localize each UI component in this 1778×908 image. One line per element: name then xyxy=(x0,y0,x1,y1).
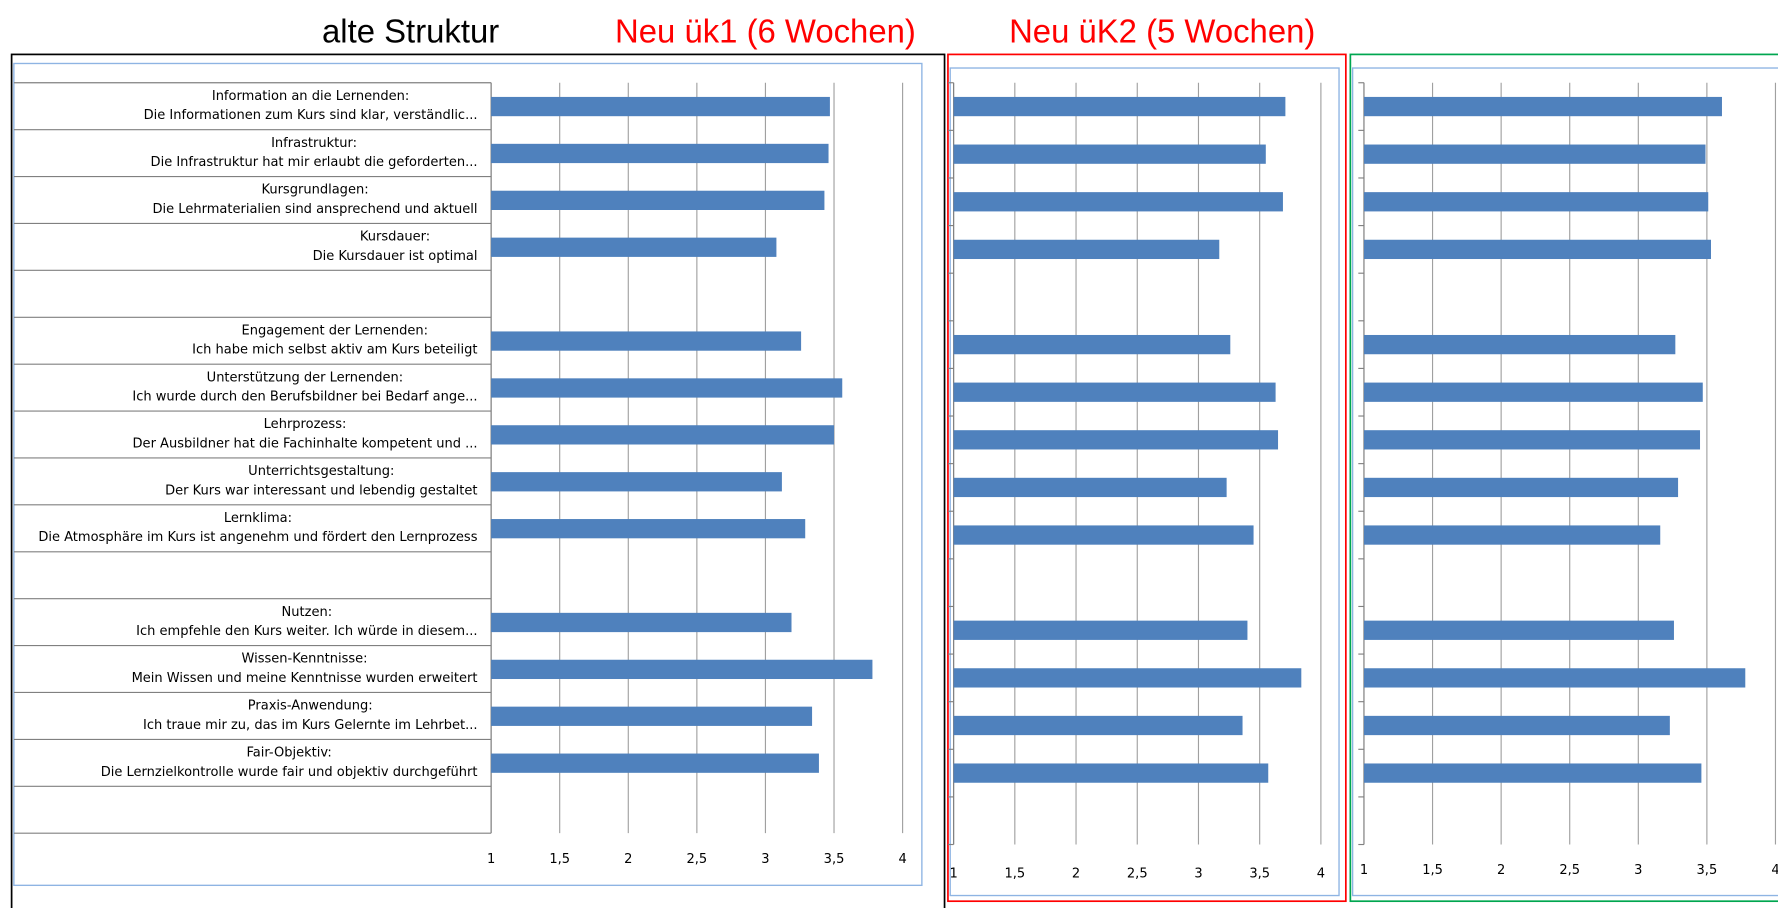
category-label: Ich traue mir zu, das im Kurs Gelernte i… xyxy=(143,718,478,733)
x-tick-label: 1 xyxy=(949,866,957,881)
category-label: Ich empfehle den Kurs weiter. Ich würde … xyxy=(136,624,477,639)
bar xyxy=(491,706,813,726)
category-title: Fair-Objektiv: xyxy=(247,745,332,760)
bar xyxy=(953,192,1283,212)
bar xyxy=(953,620,1248,640)
bar xyxy=(491,472,782,492)
category-label: Mein Wissen und meine Kenntnisse wurden … xyxy=(132,671,478,686)
category-label: Ich wurde durch den Berufsbildner bei Be… xyxy=(132,390,477,405)
frame xyxy=(947,53,1347,903)
x-tick-label: 2,5 xyxy=(1559,863,1580,878)
category-title: Nutzen: xyxy=(282,605,333,620)
bar xyxy=(491,237,777,257)
category-title: Infrastruktur: xyxy=(271,136,357,151)
bar xyxy=(953,96,1286,117)
category-label: Die Infrastruktur hat mir erlaubt die ge… xyxy=(151,155,478,170)
bar xyxy=(491,378,843,398)
category-label: Der Kurs war interessant und lebendig ge… xyxy=(165,483,477,498)
bar xyxy=(491,143,829,164)
x-tick-label: 3,5 xyxy=(824,852,845,867)
bar xyxy=(491,612,792,633)
frame xyxy=(1349,53,1778,903)
chart-area xyxy=(949,67,1340,897)
x-tick-label: 2 xyxy=(1497,863,1505,878)
category-title: Information an die Lernenden: xyxy=(212,89,409,104)
category-title: Wissen-Kenntnisse: xyxy=(242,652,368,667)
bar xyxy=(1363,525,1661,545)
category-label: Die Atmosphäre im Kurs ist angenehm und … xyxy=(38,530,477,545)
chart-area xyxy=(1351,67,1778,897)
bar xyxy=(1363,144,1706,164)
bar xyxy=(1363,763,1702,783)
x-tick-label: 4 xyxy=(1771,863,1778,878)
chart-area xyxy=(13,62,923,887)
category-title: Kursgrundlagen: xyxy=(261,183,368,198)
bar xyxy=(1363,96,1722,117)
bar xyxy=(953,763,1269,783)
bar xyxy=(491,519,806,539)
bar xyxy=(953,715,1243,736)
bar xyxy=(953,668,1302,688)
bar xyxy=(953,382,1276,402)
bar xyxy=(1363,715,1670,736)
bar xyxy=(953,334,1231,355)
x-tick-label: 1,5 xyxy=(1004,866,1025,881)
bar xyxy=(1363,668,1746,688)
frame xyxy=(10,53,946,908)
category-title: Lernklima: xyxy=(224,511,292,526)
heading: alte Struktur xyxy=(322,13,499,50)
category-label: Die Lernzielkontrolle wurde fair und obj… xyxy=(101,765,478,780)
bar xyxy=(491,331,802,351)
category-label: Der Ausbildner hat die Fachinhalte kompe… xyxy=(133,436,478,451)
bar xyxy=(953,430,1279,450)
bar xyxy=(491,425,835,445)
category-title: Unterstützung der Lernenden: xyxy=(207,370,404,385)
bar xyxy=(491,659,873,680)
category-label: Die Kursdauer ist optimal xyxy=(313,249,478,264)
bar xyxy=(953,525,1254,545)
x-tick-label: 1,5 xyxy=(1422,863,1443,878)
x-tick-label: 1,5 xyxy=(549,852,570,867)
x-tick-label: 2,5 xyxy=(1127,866,1148,881)
category-label: Die Informationen zum Kurs sind klar, ve… xyxy=(144,108,478,123)
x-tick-label: 1 xyxy=(1360,863,1368,878)
bar xyxy=(1363,334,1676,355)
bar xyxy=(491,190,825,210)
x-tick-label: 2 xyxy=(624,852,632,867)
bar xyxy=(1363,239,1711,260)
x-tick-label: 4 xyxy=(1317,866,1325,881)
x-tick-label: 3,5 xyxy=(1249,866,1270,881)
x-tick-label: 3 xyxy=(1634,863,1642,878)
x-tick-label: 3 xyxy=(1194,866,1202,881)
heading: Neu üK2 (5 Wochen) xyxy=(1009,13,1315,50)
category-label: Ich habe mich selbst aktiv am Kurs betei… xyxy=(192,343,477,358)
category-title: Engagement der Lernenden: xyxy=(242,323,428,338)
bar xyxy=(1363,430,1701,450)
category-title: Unterrichtsgestaltung: xyxy=(248,464,394,479)
x-tick-label: 4 xyxy=(898,852,906,867)
bar xyxy=(953,144,1266,164)
bar xyxy=(1363,477,1679,498)
x-tick-label: 2,5 xyxy=(687,852,708,867)
category-title: Lehrprozess: xyxy=(264,417,347,432)
x-tick-label: 3 xyxy=(761,852,769,867)
heading: Neu ük1 (6 Wochen) xyxy=(615,13,916,50)
x-tick-label: 1 xyxy=(487,852,495,867)
bar xyxy=(1363,192,1709,212)
category-label: Die Lehrmaterialien sind ansprechend und… xyxy=(153,202,478,217)
x-tick-label: 2 xyxy=(1072,866,1080,881)
category-title: Praxis-Anwendung: xyxy=(248,699,373,714)
bar xyxy=(491,753,819,773)
x-tick-label: 3,5 xyxy=(1697,863,1718,878)
bar xyxy=(953,239,1220,260)
bar xyxy=(491,96,830,117)
bar xyxy=(1363,620,1674,640)
bar xyxy=(1363,382,1703,402)
bar xyxy=(953,477,1227,498)
category-title: Kursdauer: xyxy=(360,230,430,245)
